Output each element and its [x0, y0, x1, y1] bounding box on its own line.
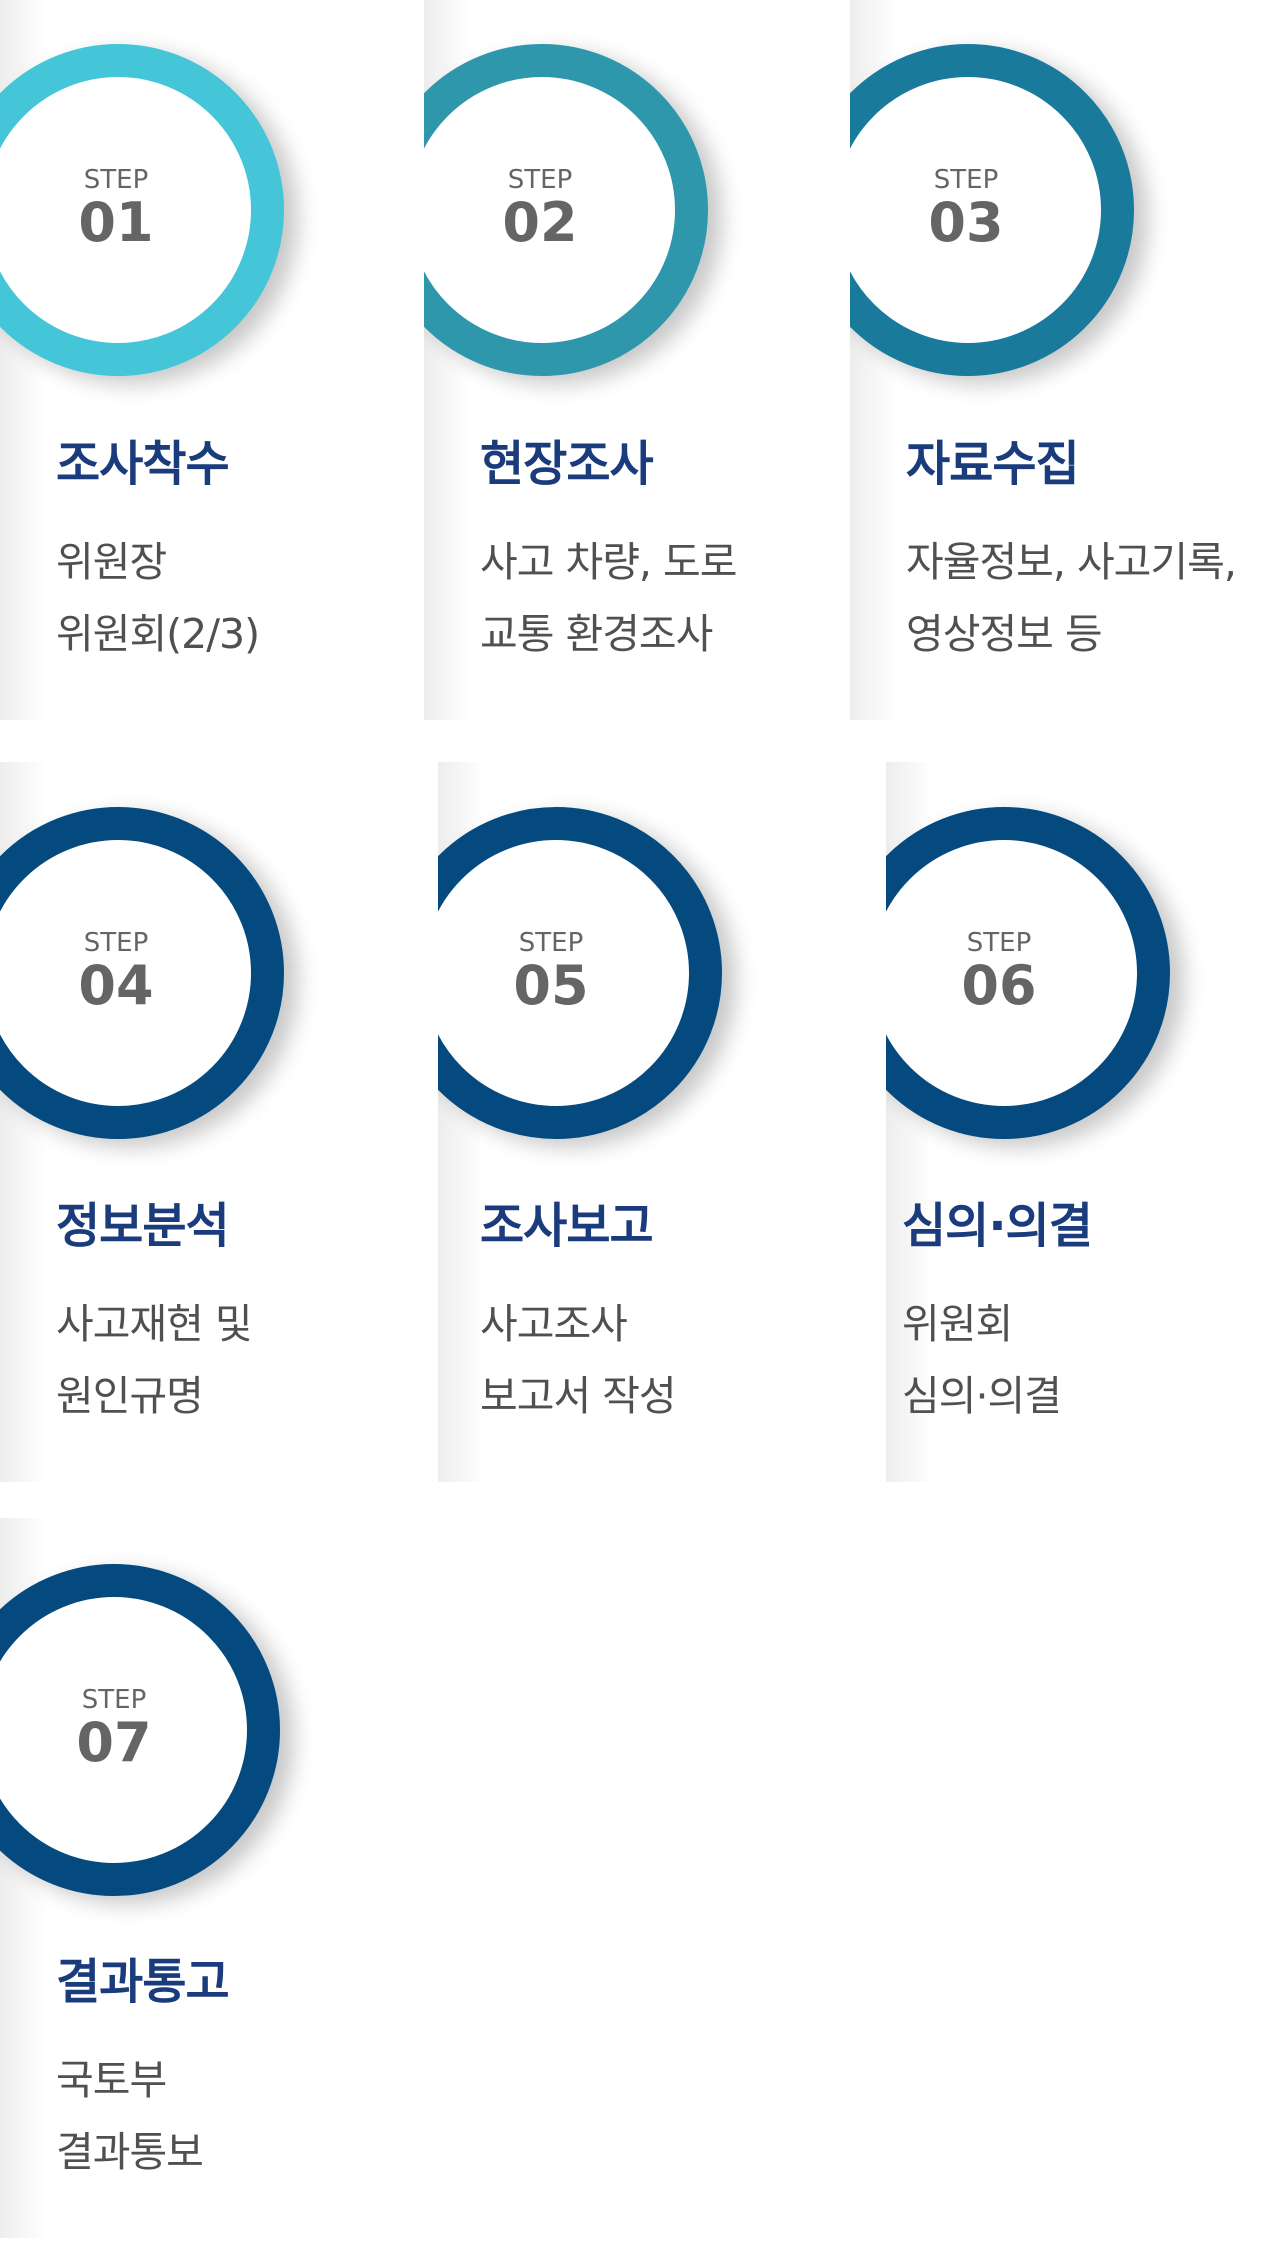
- step-title: 정보분석: [56, 1198, 230, 1254]
- step-description-line: 사고 차량, 도로: [480, 538, 737, 586]
- step-description: 위원장 위원회(2/3): [56, 526, 260, 670]
- step-description-line: 원인규명: [56, 1372, 204, 1420]
- step-card-01: STEP 01 조사착수 위원장 위원회(2/3): [0, 0, 424, 720]
- step-description: 사고조사 보고서 작성: [480, 1288, 677, 1432]
- step-description-line: 사고조사: [480, 1300, 628, 1348]
- step-card-02: STEP 02 현장조사 사고 차량, 도로 교통 환경조사: [424, 0, 848, 720]
- step-word: STEP: [81, 1685, 147, 1715]
- step-card-07: STEP 07 결과통고 국토부 결과통보: [0, 1518, 424, 2238]
- step-ring-label: STEP 06: [919, 928, 1079, 1014]
- step-description: 국토부 결과통보: [56, 2044, 204, 2188]
- step-ring-label: STEP 02: [460, 165, 620, 251]
- step-description-line: 사고재현 및: [56, 1300, 253, 1348]
- step-title: 자료수집: [906, 436, 1080, 492]
- step-word: STEP: [83, 165, 149, 195]
- step-description-line: 교통 환경조사: [480, 610, 713, 658]
- step-ring-label: STEP 04: [36, 928, 196, 1014]
- step-number: 04: [78, 954, 154, 1017]
- step-description-line: 위원회: [902, 1300, 1013, 1348]
- step-description-line: 자율정보, 사고기록,: [906, 538, 1237, 586]
- step-title: 조사보고: [480, 1198, 654, 1254]
- step-card-05: STEP 05 조사보고 사고조사 보고서 작성: [438, 762, 862, 1482]
- step-description-line: 영상정보 등: [906, 610, 1103, 658]
- step-description: 위원회 심의·의결: [902, 1288, 1062, 1432]
- step-description-line: 보고서 작성: [480, 1372, 677, 1420]
- step-description-line: 국토부: [56, 2056, 167, 2104]
- step-word: STEP: [933, 165, 999, 195]
- step-description-line: 심의·의결: [902, 1372, 1062, 1420]
- step-description-line: 위원장: [56, 538, 167, 586]
- step-description: 사고재현 및 원인규명: [56, 1288, 253, 1432]
- step-word: STEP: [966, 928, 1032, 958]
- step-number: 03: [928, 191, 1004, 254]
- step-word: STEP: [507, 165, 573, 195]
- step-description: 자율정보, 사고기록, 영상정보 등: [906, 526, 1237, 670]
- step-ring-label: STEP 07: [34, 1685, 194, 1771]
- step-card-04: STEP 04 정보분석 사고재현 및 원인규명: [0, 762, 424, 1482]
- step-title: 조사착수: [56, 436, 230, 492]
- step-word: STEP: [518, 928, 584, 958]
- step-card-03: STEP 03 자료수집 자율정보, 사고기록, 영상정보 등: [850, 0, 1274, 720]
- step-title: 심의·의결: [902, 1198, 1093, 1254]
- step-description-line: 위원회(2/3): [56, 610, 260, 658]
- step-word: STEP: [83, 928, 149, 958]
- step-title: 결과통고: [56, 1954, 230, 2010]
- step-ring: [438, 807, 722, 1139]
- step-number: 02: [502, 191, 578, 254]
- step-ring-label: STEP 01: [36, 165, 196, 251]
- step-number: 01: [78, 191, 154, 254]
- step-number: 05: [513, 954, 589, 1017]
- step-description: 사고 차량, 도로 교통 환경조사: [480, 526, 737, 670]
- step-ring-label: STEP 03: [886, 165, 1046, 251]
- step-title: 현장조사: [480, 436, 654, 492]
- step-number: 06: [961, 954, 1037, 1017]
- step-number: 07: [76, 1711, 152, 1774]
- step-ring-label: STEP 05: [471, 928, 631, 1014]
- step-description-line: 결과통보: [56, 2128, 204, 2176]
- step-card-06: STEP 06 심의·의결 위원회 심의·의결: [886, 762, 1278, 1482]
